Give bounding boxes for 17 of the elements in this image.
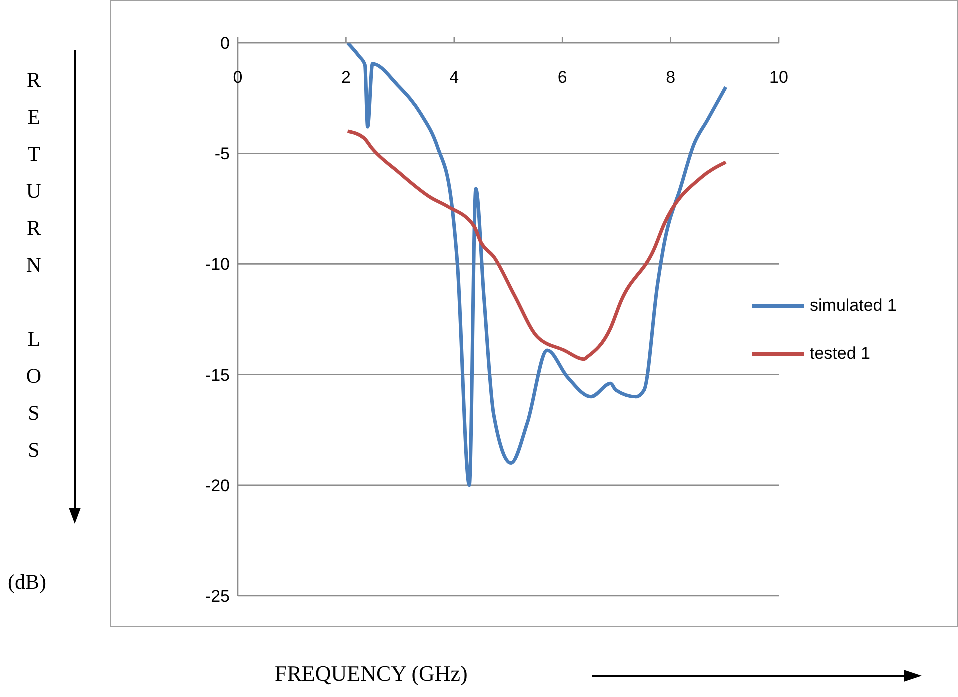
x-tick-label: 4 <box>450 68 460 87</box>
legend-label: tested 1 <box>810 344 870 364</box>
y-tick-label: -10 <box>205 255 230 274</box>
x-axis-title: FREQUENCY (GHz) <box>275 661 468 687</box>
y-tick-label: 0 <box>220 34 230 54</box>
y-tick-label: -25 <box>205 587 230 606</box>
y-tick-label: -20 <box>205 476 230 496</box>
y-tick-label: -15 <box>205 366 230 385</box>
x-tick-label: 10 <box>770 68 788 87</box>
legend-label: simulated 1 <box>810 296 897 316</box>
x-tick-label: 6 <box>558 68 568 87</box>
x-tick-label: 8 <box>666 68 676 87</box>
y-tick-label: -5 <box>214 144 230 164</box>
text: RETURN LOSS (dB) <box>8 68 46 594</box>
x-tick-label: 0 <box>233 68 243 87</box>
x-tick-label: 2 <box>341 68 351 87</box>
line-series <box>346 130 728 362</box>
